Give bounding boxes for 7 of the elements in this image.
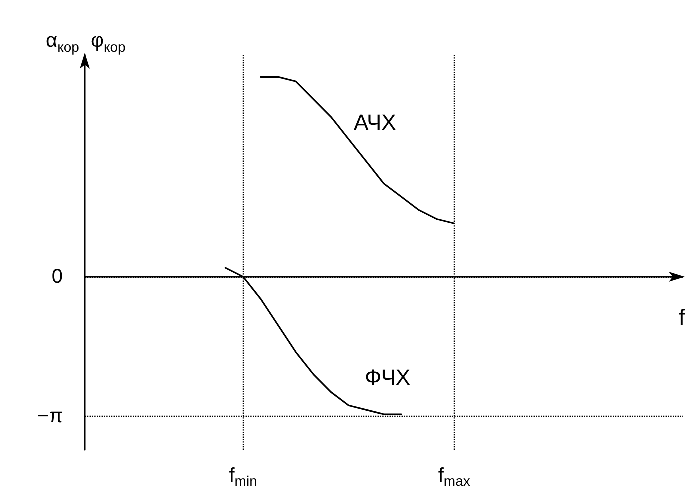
annotation: АЧХ <box>354 110 396 135</box>
y-tick-label: −π <box>38 405 63 428</box>
annotation: ФЧХ <box>365 365 411 390</box>
y-axis-title: α$_{кор}$ <box>46 30 80 55</box>
x-axis-title: f <box>679 304 686 330</box>
annotation: φ$_{кор}$ <box>91 30 126 55</box>
y-tick-label: 0 <box>52 266 63 288</box>
